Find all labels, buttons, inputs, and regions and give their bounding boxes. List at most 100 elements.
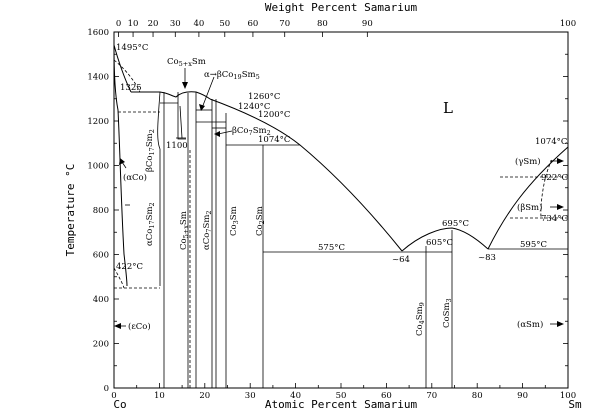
- top-tick-label: 80: [317, 19, 328, 29]
- label-595: 595°C: [520, 240, 547, 250]
- label-695: 695°C: [442, 219, 469, 229]
- bottom-axis-ticks: 0 10 20 30 40 50 60 70 80 90 100: [111, 383, 576, 401]
- liquidus-sm-side: [487, 146, 569, 250]
- top-tick-label: 60: [248, 19, 259, 29]
- label-1260: 1260°C: [248, 92, 280, 102]
- label-1100: 1100: [166, 141, 188, 151]
- label-epsilon-co: (εCo): [128, 321, 151, 332]
- label-co3sm: Co3Sm: [229, 206, 240, 236]
- bottom-tick-label: 50: [336, 391, 347, 401]
- bottom-tick-label: 80: [472, 391, 483, 401]
- top-axis-ticks: 0 10 20 30 40 50 60 70 80 90 100: [116, 19, 576, 37]
- endpoint-right-label: Sm: [568, 398, 582, 411]
- liquid-co-dashed: [113, 59, 141, 93]
- co17-inner: [177, 92, 186, 140]
- left-tick-label: 200: [93, 340, 109, 350]
- label-liquid: L: [443, 99, 453, 117]
- label-co2sm: Co2Sm: [255, 206, 266, 236]
- phase-boundaries: [113, 44, 569, 388]
- plot-frame: [113, 31, 569, 389]
- bottom-tick-label: 40: [290, 391, 301, 401]
- label-beta-co17sm2: βCo17Sm2: [145, 129, 156, 172]
- left-tick-label: 0: [104, 384, 109, 394]
- label-co4sm9: Co4Sm9: [415, 302, 426, 336]
- bottom-tick-label: 30: [245, 391, 256, 401]
- arrow-alpha-beta: [201, 76, 215, 109]
- top-tick-label: 50: [219, 19, 230, 29]
- left-tick-label: 400: [93, 295, 109, 305]
- bottom-tick-label: 60: [381, 391, 392, 401]
- arrowhead-beta-co7: [214, 131, 220, 137]
- label-1495: 1495°C: [116, 43, 148, 53]
- label-alpha-sm: (αSm): [517, 319, 543, 330]
- label-1240: 1240°C: [238, 102, 270, 112]
- label-alpha-co17sm2: αCo17Sm2: [145, 202, 156, 246]
- phase-field-labels: L Co5+xSm α→βCo19Sm5 βCo7Sm2 βCo17Sm2 αC…: [123, 57, 543, 336]
- arrowhead-gamma-sm: [557, 158, 564, 164]
- top-tick-label: 30: [170, 19, 181, 29]
- liquidus-main: [209, 98, 403, 252]
- label-alpha-co7sm2: αCo7Sm2: [202, 210, 213, 250]
- left-tick-label: 1400: [87, 73, 109, 83]
- sm-gamma-left: [540, 159, 553, 219]
- bottom-tick-label: 90: [517, 391, 528, 401]
- co17-low: [179, 105, 183, 139]
- liquidus-cosm3: [401, 227, 489, 252]
- label-575: 575°C: [318, 243, 345, 253]
- label-gamma-sm: (γSm): [515, 156, 541, 167]
- top-tick-label: 70: [279, 19, 290, 29]
- label-co5xsm-vertical: Co5+xSm: [179, 211, 190, 250]
- top-tick-label: 100: [560, 19, 576, 29]
- left-axis-ticks: 0 200 400 600 800 1000 1200 1400 1600: [87, 28, 568, 394]
- label-734: 734°C: [541, 214, 568, 224]
- left-tick-label: 800: [93, 206, 109, 216]
- label-cosm3: CoSm3: [442, 298, 453, 328]
- label-eutectic-64: ~64: [392, 255, 410, 265]
- y-axis-title: Temperature °C: [64, 164, 77, 257]
- endpoint-left-label: Co: [113, 398, 126, 411]
- left-tick-label: 1200: [87, 117, 109, 127]
- bottom-tick-label: 10: [154, 391, 165, 401]
- top-tick-label: 20: [148, 19, 159, 29]
- solidus-co: [113, 44, 128, 287]
- label-1200: 1200°C: [258, 110, 290, 120]
- label-co5xsm-top: Co5+xSm: [167, 57, 206, 68]
- co17sm2-left: [157, 91, 161, 286]
- arrowhead-epsilon-co: [114, 323, 121, 329]
- label-beta-co7sm2: βCo7Sm2: [232, 126, 271, 137]
- bottom-tick-label: 0: [111, 391, 116, 401]
- label-alpha-beta-co19sm5: α→βCo19Sm5: [204, 70, 260, 81]
- x-axis-title-top: Weight Percent Samarium: [265, 1, 418, 14]
- top-tick-label: 40: [193, 19, 204, 29]
- bottom-tick-label: 100: [560, 391, 576, 401]
- top-tick-label: 90: [362, 19, 373, 29]
- arrowhead-alpha-beta: [199, 104, 205, 111]
- bottom-tick-label: 20: [199, 391, 210, 401]
- liquidus-co-side: [113, 44, 132, 93]
- bottom-tick-label: 70: [426, 391, 437, 401]
- liquidus-hump: [131, 91, 211, 100]
- label-1074-right: 1074°C: [535, 137, 567, 147]
- left-tick-label: 1600: [87, 28, 109, 38]
- top-tick-label: 0: [116, 19, 121, 29]
- arrowhead-alpha-sm: [557, 321, 564, 327]
- temperature-annotations: 1495°C 1325 1260°C 1240°C 1200°C 1100 10…: [116, 43, 568, 272]
- label-alpha-co: (αCo): [123, 172, 147, 183]
- label-1325: 1325: [120, 83, 142, 93]
- annotation-arrows: [114, 68, 564, 329]
- arrowhead-alpha-co: [119, 158, 125, 165]
- left-tick-label: 600: [93, 251, 109, 261]
- label-922: 922°C: [541, 173, 568, 183]
- x-axis-title-bottom: Atomic Percent Samarium: [265, 398, 418, 411]
- label-605: 605°C: [426, 238, 453, 248]
- label-beta-sm: (βSm): [517, 202, 542, 213]
- arrow-beta-co7: [217, 130, 233, 135]
- co-422-curve: [113, 267, 125, 289]
- label-eutectic-83: ~83: [478, 253, 496, 263]
- top-tick-label: 10: [128, 19, 139, 29]
- arrowhead-beta-sm: [557, 204, 564, 210]
- arrowhead-co5xsm: [182, 82, 188, 89]
- label-422: 422°C: [116, 262, 143, 272]
- left-tick-label: 1000: [87, 162, 109, 172]
